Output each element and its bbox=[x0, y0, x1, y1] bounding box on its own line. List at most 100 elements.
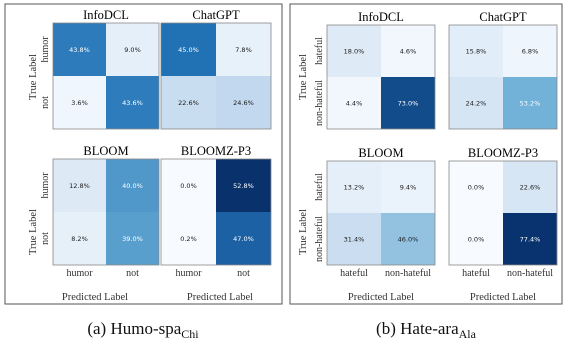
y-tick-label: hateful bbox=[314, 37, 325, 65]
cell-label: 0.0% bbox=[468, 184, 485, 192]
y-tick-label: not bbox=[40, 232, 51, 245]
heatmap-frame bbox=[160, 158, 272, 266]
cell-label: 4.4% bbox=[346, 100, 363, 108]
x-tick-label: not bbox=[237, 268, 250, 279]
cell-label: 47.0% bbox=[233, 235, 254, 243]
cell-label: 73.0% bbox=[398, 100, 419, 108]
cell-label: 45.0% bbox=[178, 46, 199, 54]
y-tick-label: humor bbox=[40, 36, 51, 63]
heatmap-title: InfoDCL bbox=[358, 10, 404, 24]
cell-label: 12.8% bbox=[69, 182, 90, 190]
heatmap-frame bbox=[448, 160, 558, 266]
heatmap-cell bbox=[216, 212, 271, 265]
caption-a-sub: Chi bbox=[181, 327, 199, 341]
cell-label: 22.6% bbox=[520, 184, 541, 192]
heatmap-frame bbox=[160, 22, 272, 130]
heatmap-frame bbox=[52, 22, 160, 130]
heatmap-cell bbox=[53, 76, 106, 129]
cell-label: 0.2% bbox=[180, 235, 197, 243]
cell-label: 13.2% bbox=[344, 184, 365, 192]
y-tick-label: hateful bbox=[314, 173, 325, 201]
cell-label: 9.0% bbox=[124, 46, 141, 54]
cell-label: 15.8% bbox=[466, 48, 487, 56]
heatmap-frame bbox=[448, 24, 558, 130]
heatmap-cell bbox=[327, 77, 381, 129]
caption-b: (b) Hate-araAla bbox=[376, 319, 477, 341]
heatmap-cell bbox=[106, 23, 159, 76]
x-tick-label: not bbox=[126, 268, 139, 279]
heatmap-cell bbox=[161, 23, 216, 76]
xlabel-a-left: Predicted Label bbox=[62, 292, 128, 303]
heatmap-cell bbox=[503, 25, 557, 77]
cell-label: 52.8% bbox=[233, 182, 254, 190]
heatmap-0: InfoDCL 43.8% 9.0% 3.6% 43.6% humor not bbox=[40, 8, 160, 130]
cell-label: 43.8% bbox=[69, 46, 90, 54]
x-tick-label: hateful bbox=[462, 268, 490, 279]
xlabel-b-left: Predicted Label bbox=[348, 292, 414, 303]
x-tick-label: humor bbox=[66, 268, 93, 279]
heatmap-cell bbox=[503, 161, 557, 213]
heatmap-cell bbox=[503, 77, 557, 129]
y-tick-label: humor bbox=[40, 172, 51, 199]
cell-label: 3.6% bbox=[71, 99, 88, 107]
heatmap-cell bbox=[503, 213, 557, 265]
cell-label: 77.4% bbox=[520, 236, 541, 244]
heatmap-title: InfoDCL bbox=[83, 8, 129, 22]
cell-label: 22.6% bbox=[178, 99, 199, 107]
heatmap-title: BLOOMZ-P3 bbox=[468, 146, 538, 160]
heatmap-cell bbox=[449, 213, 503, 265]
y-tick-label: non-hateful bbox=[314, 216, 325, 262]
cell-label: 7.8% bbox=[235, 46, 252, 54]
heatmap-cell bbox=[216, 159, 271, 212]
heatmap-cell bbox=[449, 77, 503, 129]
heatmaps: InfoDCL 43.8% 9.0% 3.6% 43.6% humor not ChatGPT… bbox=[40, 8, 558, 279]
y-tick-label: not bbox=[40, 96, 51, 109]
heatmap-cell bbox=[106, 212, 159, 265]
heatmap-3: BLOOMZ-P3 0.0% 52.8% 0.2% 47.0% humor not bbox=[160, 144, 272, 279]
heatmap-cell bbox=[161, 159, 216, 212]
heatmap-frame bbox=[326, 24, 436, 130]
cell-label: 6.8% bbox=[522, 48, 539, 56]
heatmap-cell bbox=[381, 213, 435, 265]
heatmap-title: BLOOMZ-P3 bbox=[181, 144, 251, 158]
cell-label: 46.0% bbox=[398, 236, 419, 244]
x-tick-label: non-hateful bbox=[385, 268, 431, 279]
heatmap-2: BLOOM 12.8% 40.0% 8.2% 39.0% humor not humor not bbox=[40, 144, 160, 279]
cell-label: 0.0% bbox=[180, 182, 197, 190]
heatmap-cell bbox=[381, 77, 435, 129]
heatmap-7: BLOOMZ-P3 0.0% 22.6% 0.0% 77.4% hateful non-ha… bbox=[448, 146, 558, 279]
caption-b-main: (b) Hate-ara bbox=[376, 319, 459, 338]
ylabel-b-top: True Label bbox=[298, 54, 309, 100]
ylabel-a-bottom: True Label bbox=[28, 209, 39, 255]
cell-label: 9.4% bbox=[400, 184, 417, 192]
heatmap-cell bbox=[449, 161, 503, 213]
heatmap-cell bbox=[327, 25, 381, 77]
cell-label: 39.0% bbox=[122, 235, 143, 243]
cell-label: 0.0% bbox=[468, 236, 485, 244]
heatmap-cell bbox=[381, 25, 435, 77]
xlabel-a-right: Predicted Label bbox=[187, 292, 253, 303]
cell-label: 31.4% bbox=[344, 236, 365, 244]
cell-label: 24.6% bbox=[233, 99, 254, 107]
heatmap-cell bbox=[53, 23, 106, 76]
panel-b-frame bbox=[289, 3, 563, 305]
heatmap-frame bbox=[326, 160, 436, 266]
heatmap-title: ChatGPT bbox=[192, 8, 240, 22]
caption-a-main: (a) Humo-spa bbox=[87, 319, 181, 338]
heatmap-title: BLOOM bbox=[358, 146, 403, 160]
heatmap-cell bbox=[161, 212, 216, 265]
ylabel-b-bottom: True Label bbox=[298, 209, 309, 255]
heatmap-cell bbox=[161, 76, 216, 129]
cell-label: 43.6% bbox=[122, 99, 143, 107]
caption-a: (a) Humo-spaChi bbox=[87, 319, 199, 341]
heatmap-cell bbox=[327, 213, 381, 265]
heatmap-title: ChatGPT bbox=[479, 10, 527, 24]
x-tick-label: non-hateful bbox=[507, 268, 553, 279]
x-tick-label: hateful bbox=[340, 268, 368, 279]
caption-b-sub: Ala bbox=[459, 327, 477, 341]
heatmap-cell bbox=[216, 76, 271, 129]
y-tick-label: non-hateful bbox=[314, 80, 325, 126]
heatmap-1: ChatGPT 45.0% 7.8% 22.6% 24.6% bbox=[160, 8, 272, 130]
xlabel-b-right: Predicted Label bbox=[470, 292, 536, 303]
cell-label: 18.0% bbox=[344, 48, 365, 56]
